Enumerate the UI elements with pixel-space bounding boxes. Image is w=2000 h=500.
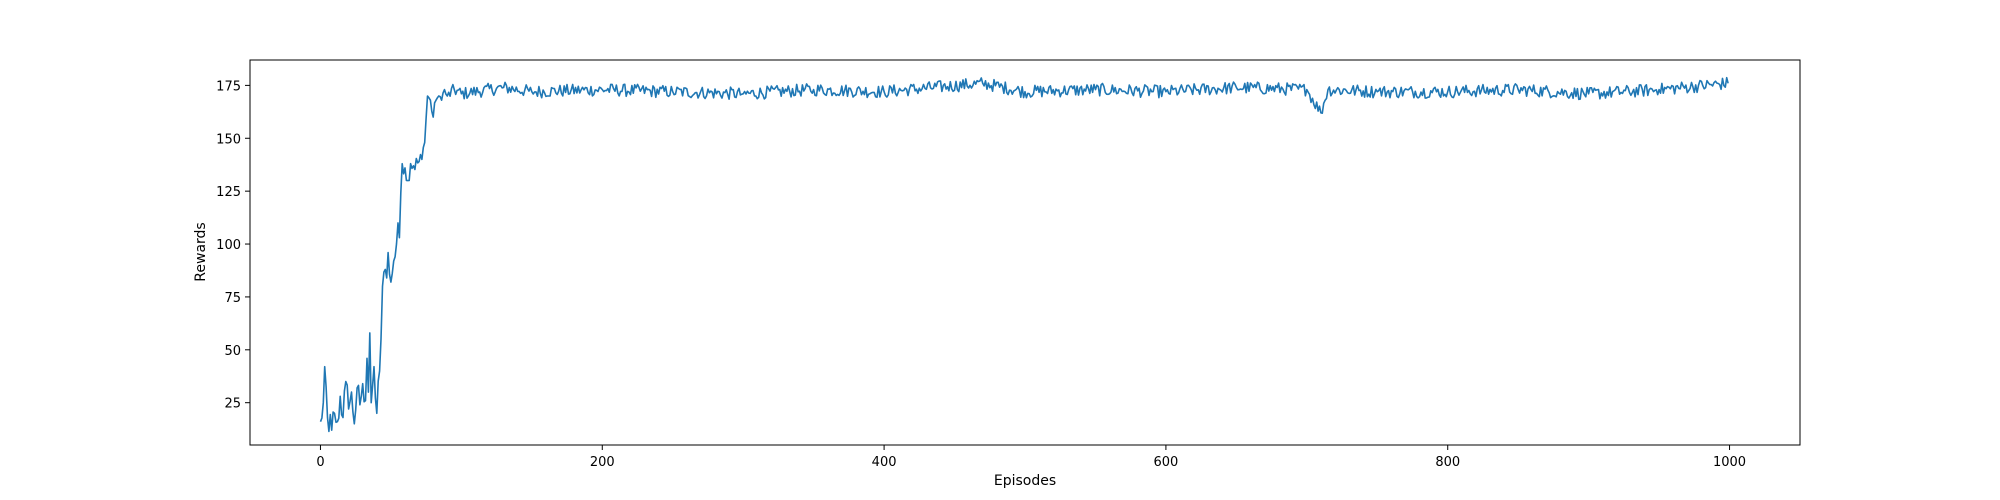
x-axis-ticks: 0 200 400 600 800 1000 bbox=[316, 445, 1746, 470]
x-tick-label: 600 bbox=[1153, 455, 1178, 470]
y-tick-label: 175 bbox=[216, 79, 241, 94]
x-tick-label: 0 bbox=[316, 455, 324, 470]
x-tick-label: 800 bbox=[1435, 455, 1460, 470]
x-tick-label: 200 bbox=[590, 455, 615, 470]
y-tick-label: 150 bbox=[216, 132, 241, 147]
y-axis-label: Rewards bbox=[193, 222, 209, 281]
plot-area bbox=[249, 59, 1801, 446]
x-tick-label: 400 bbox=[872, 455, 897, 470]
y-axis-ticks: 25 50 75 100 125 150 175 bbox=[216, 79, 250, 412]
y-tick-label: 25 bbox=[224, 397, 241, 412]
y-tick-label: 50 bbox=[224, 344, 241, 359]
x-axis-label: Episodes bbox=[994, 473, 1056, 489]
y-tick-label: 100 bbox=[216, 238, 241, 253]
y-tick-label: 75 bbox=[224, 291, 241, 306]
x-tick-label: 1000 bbox=[1713, 455, 1746, 470]
rewards-series-line bbox=[319, 76, 1729, 433]
y-tick-label: 125 bbox=[216, 185, 241, 200]
